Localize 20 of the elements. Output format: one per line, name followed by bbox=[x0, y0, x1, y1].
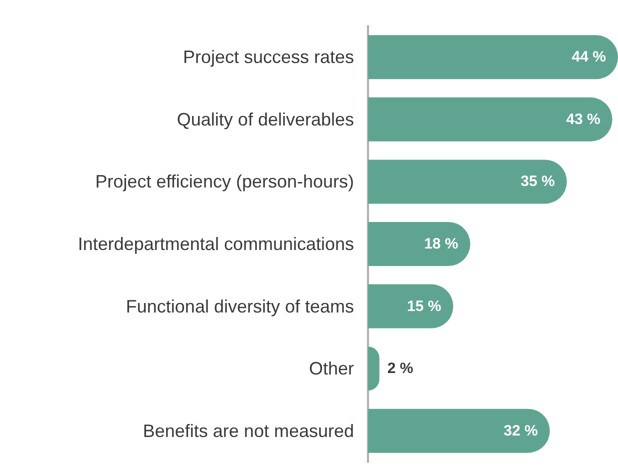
y-tick-label: Project efficiency (person-hours) bbox=[95, 172, 354, 192]
bar bbox=[368, 408, 550, 453]
data-label: 43 % bbox=[566, 110, 600, 128]
y-tick-label: Project success rates bbox=[182, 47, 354, 68]
y-tick-label: Other bbox=[308, 358, 354, 379]
data-label: 15 % bbox=[407, 298, 442, 315]
bar bbox=[368, 222, 470, 266]
y-tick-label: Quality of deliverables bbox=[176, 109, 354, 130]
data-label: 32 % bbox=[504, 422, 538, 440]
bar bbox=[368, 97, 612, 142]
data-label: 35 % bbox=[520, 173, 555, 190]
bar bbox=[368, 284, 454, 328]
y-tick-label: Benefits are not measured bbox=[142, 420, 354, 441]
bar bbox=[368, 160, 567, 204]
bar bbox=[368, 35, 618, 80]
y-tick-label: Functional diversity of teams bbox=[126, 296, 354, 316]
data-label: 44 % bbox=[572, 48, 606, 66]
y-tick-label: Interdepartmental communications bbox=[78, 234, 354, 254]
data-label: 2 % bbox=[387, 360, 414, 378]
data-label: 18 % bbox=[424, 236, 458, 252]
